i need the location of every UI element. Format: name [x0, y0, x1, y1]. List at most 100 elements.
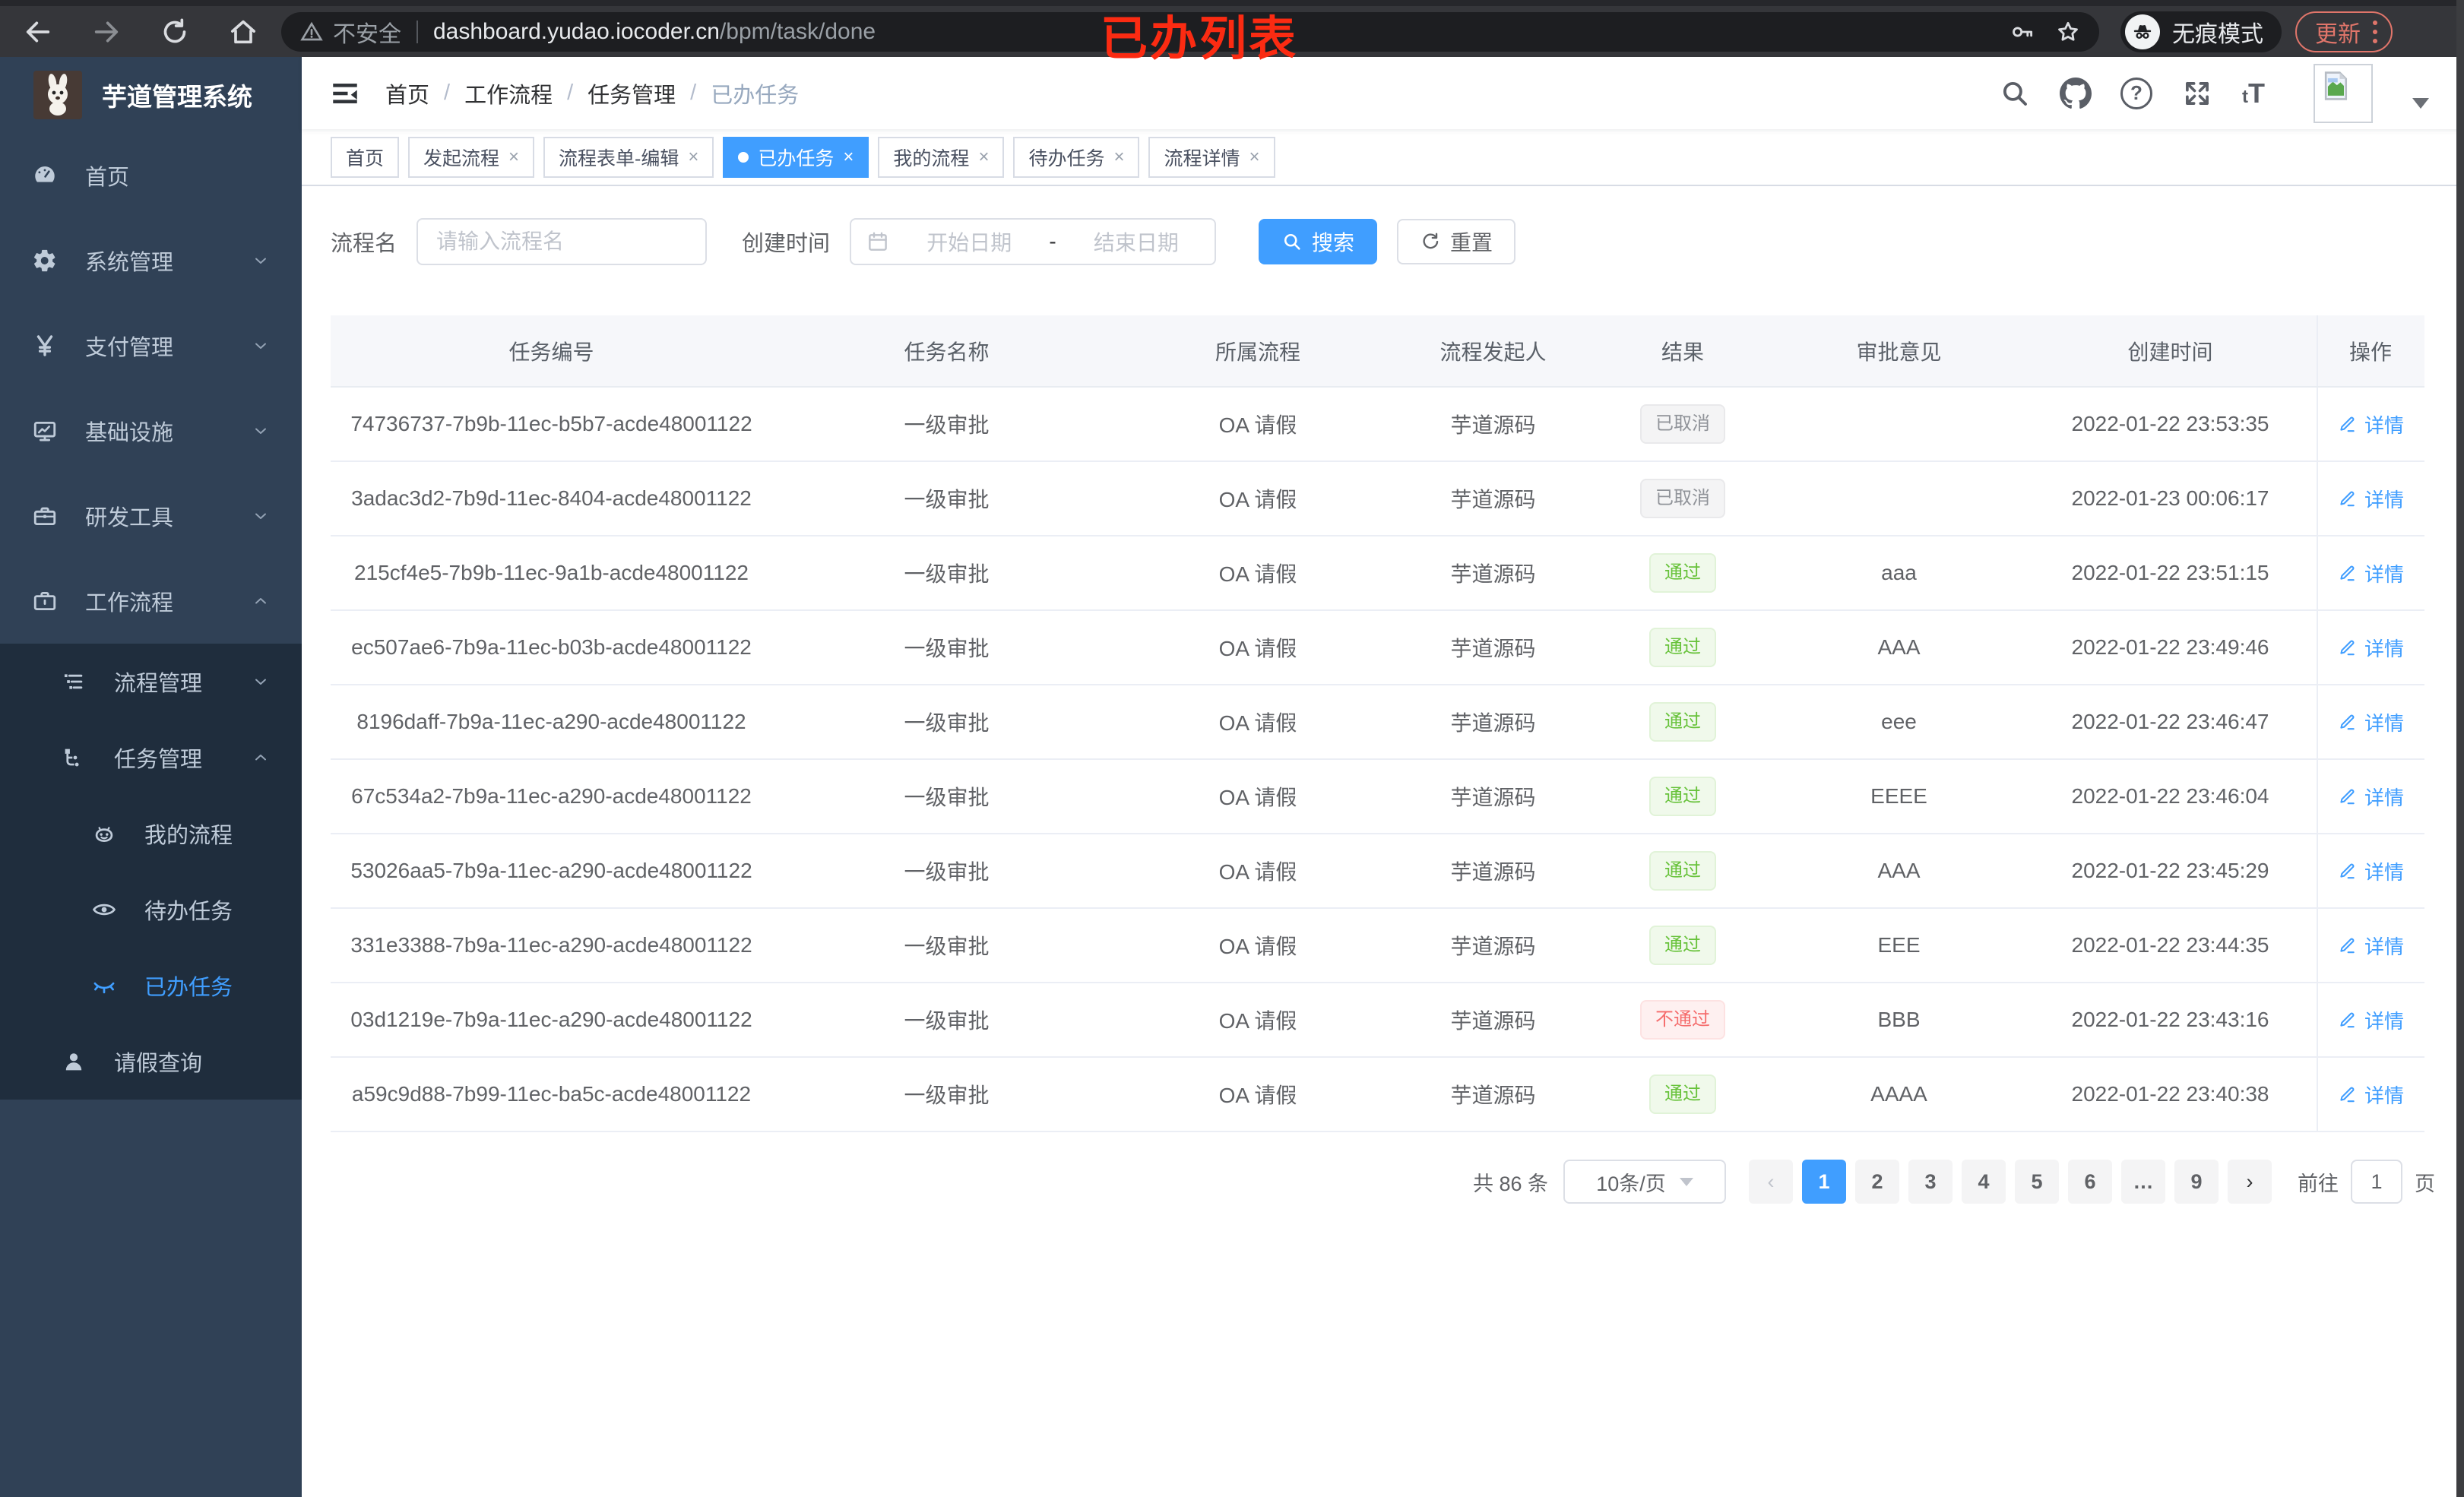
github-icon[interactable]: [2060, 78, 2092, 109]
task-id: 03d1219e-7b9a-11ec-a290-acde48001122: [350, 1008, 752, 1031]
detail-link[interactable]: 详情: [2337, 559, 2404, 587]
avatar[interactable]: [2314, 63, 2373, 123]
detail-link[interactable]: 详情: [2337, 1006, 2404, 1034]
sidebar-item-6[interactable]: 流程管理: [0, 644, 302, 720]
page-size-select[interactable]: 10条/页: [1563, 1160, 1726, 1204]
breadcrumb-item[interactable]: 任务管理: [587, 83, 676, 108]
page-button-9[interactable]: 9: [2174, 1160, 2219, 1204]
close-icon[interactable]: ×: [1113, 146, 1125, 167]
sidebar-item-4[interactable]: 研发工具: [0, 473, 302, 559]
process-name: OA 请假: [1218, 488, 1297, 511]
browser-menu-icon[interactable]: [2373, 20, 2377, 43]
avatar-dropdown-caret-icon[interactable]: [2412, 97, 2429, 109]
home-icon[interactable]: [228, 17, 258, 47]
sidebar-item-3[interactable]: 基础设施: [0, 388, 302, 473]
sidebar-collapse-icon[interactable]: [329, 78, 361, 109]
sidebar-item-8[interactable]: 我的流程: [0, 796, 302, 872]
page-button-5[interactable]: 5: [2015, 1160, 2059, 1204]
tab-4[interactable]: 我的流程 ×: [878, 136, 1005, 178]
url-host: dashboard.yudao.iocoder.cn: [433, 18, 720, 44]
task-id: 331e3388-7b9a-11ec-a290-acde48001122: [350, 933, 752, 957]
refresh-icon: [1420, 231, 1441, 252]
task-id: 74736737-7b9b-11ec-b5b7-acde48001122: [350, 412, 752, 435]
detail-link[interactable]: 详情: [2337, 708, 2404, 736]
sidebar-item-5[interactable]: 工作流程: [0, 559, 302, 644]
process-name-input[interactable]: [416, 218, 708, 265]
dashboard-icon: [32, 163, 58, 188]
sidebar-item-9[interactable]: 待办任务: [0, 872, 302, 948]
approve-comment: EEEE: [1870, 784, 1927, 808]
user-icon: [61, 1049, 87, 1074]
sidebar-item-1[interactable]: 系统管理: [0, 218, 302, 303]
chevron-up-icon: [252, 748, 270, 767]
detail-link[interactable]: 详情: [2337, 857, 2404, 885]
edit-icon: [2337, 638, 2357, 657]
detail-link[interactable]: 详情: [2337, 410, 2404, 438]
sidebar-item-7[interactable]: 任务管理: [0, 720, 302, 796]
tab-2[interactable]: 流程表单-编辑 ×: [543, 136, 714, 178]
close-icon[interactable]: ×: [843, 146, 854, 167]
breadcrumb-item[interactable]: 首页: [385, 83, 430, 108]
tab-5[interactable]: 待办任务 ×: [1013, 136, 1140, 178]
next-page-button[interactable]: ›: [2228, 1160, 2272, 1204]
page-button-1[interactable]: 1: [1802, 1160, 1846, 1204]
tab-3[interactable]: 已办任务 ×: [723, 136, 869, 178]
tab-label: 发起流程: [423, 147, 500, 169]
status-badge: 已取消: [1640, 479, 1725, 518]
status-badge: 已取消: [1640, 404, 1725, 444]
browser-update-button[interactable]: 更新: [2295, 11, 2393, 52]
search-button[interactable]: 搜索: [1259, 219, 1378, 264]
table-row-5: 67c534a2-7b9a-11ec-a290-acde48001122 一级审批…: [331, 760, 2424, 834]
result-cell: 通过: [1591, 777, 1774, 816]
sidebar-item-2[interactable]: 支付管理: [0, 303, 302, 388]
close-icon[interactable]: ×: [1249, 146, 1260, 167]
date-range-input[interactable]: 开始日期 - 结束日期: [850, 218, 1217, 265]
sidebar-item-11[interactable]: 请假查询: [0, 1024, 302, 1100]
close-icon[interactable]: ×: [978, 146, 990, 167]
url-bar[interactable]: 不安全 dashboard.yudao.iocoder.cn/bpm/task/…: [281, 11, 2099, 52]
not-secure-warning-icon: [299, 20, 324, 44]
page-button-3[interactable]: 3: [1908, 1160, 1953, 1204]
reload-icon[interactable]: [160, 17, 190, 47]
create-time: 2022-01-22 23:46:47: [2071, 710, 2269, 733]
fullscreen-icon[interactable]: [2181, 78, 2213, 109]
approve-comment: AAA: [1877, 635, 1921, 659]
prev-page-button[interactable]: ‹: [1749, 1160, 1793, 1204]
forward-icon[interactable]: [91, 17, 122, 47]
sidebar-item-10[interactable]: 已办任务: [0, 948, 302, 1024]
table-row-7: 331e3388-7b9a-11ec-a290-acde48001122 一级审批…: [331, 909, 2424, 983]
process-name: OA 请假: [1218, 935, 1297, 958]
password-key-icon[interactable]: [2010, 19, 2035, 45]
status-badge: 通过: [1649, 1074, 1716, 1114]
detail-link[interactable]: 详情: [2337, 634, 2404, 662]
breadcrumb-separator: /: [690, 81, 697, 105]
detail-link[interactable]: 详情: [2337, 1081, 2404, 1109]
breadcrumb-item[interactable]: 工作流程: [464, 83, 553, 108]
tab-label: 流程详情: [1164, 147, 1240, 169]
tab-6[interactable]: 流程详情 ×: [1148, 136, 1275, 178]
detail-link[interactable]: 详情: [2337, 485, 2404, 513]
tab-0[interactable]: 首页: [331, 136, 400, 178]
bookmark-star-icon[interactable]: [2055, 19, 2081, 45]
calendar-icon: [866, 230, 889, 253]
detail-link[interactable]: 详情: [2337, 783, 2404, 811]
pager-ellipsis[interactable]: …: [2121, 1160, 2165, 1204]
page-button-4[interactable]: 4: [1962, 1160, 2006, 1204]
close-icon[interactable]: ×: [508, 146, 520, 167]
page-button-2[interactable]: 2: [1855, 1160, 1899, 1204]
sidebar-item-label: 基础设施: [85, 421, 174, 445]
reset-button[interactable]: 重置: [1397, 219, 1516, 264]
table-row-4: 8196daff-7b9a-11ec-a290-acde48001122 一级审批…: [331, 685, 2424, 760]
back-icon[interactable]: [23, 17, 53, 47]
detail-link[interactable]: 详情: [2337, 932, 2404, 960]
app-logo[interactable]: 芋道管理系统: [0, 57, 302, 133]
search-icon[interactable]: [1999, 78, 2031, 109]
goto-page-input[interactable]: [2351, 1160, 2402, 1204]
page-button-6[interactable]: 6: [2068, 1160, 2112, 1204]
help-icon[interactable]: ?: [2120, 77, 2152, 109]
tab-1[interactable]: 发起流程 ×: [408, 136, 535, 178]
font-size-icon[interactable]: tT: [2242, 77, 2265, 109]
sidebar-item-0[interactable]: 首页: [0, 133, 302, 218]
breadcrumb: 首页 / 工作流程 / 任务管理 / 已办任务: [385, 78, 799, 109]
close-icon[interactable]: ×: [688, 146, 699, 167]
